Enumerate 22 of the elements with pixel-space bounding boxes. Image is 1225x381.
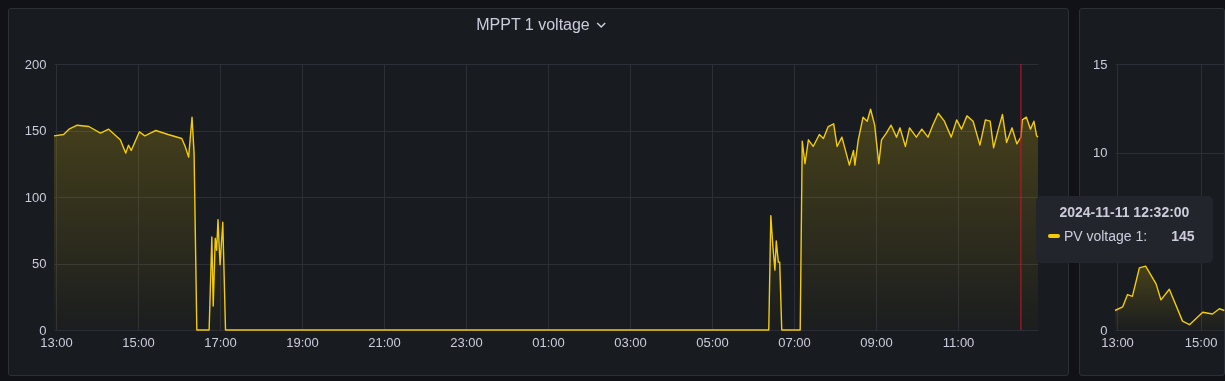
y-tick-label: 50 <box>32 256 47 271</box>
x-tick-label: 15:00 <box>122 334 155 350</box>
x-tick-label: 19:00 <box>286 334 319 350</box>
y-tick-label: 10 <box>1093 145 1108 161</box>
x-tick-label: 11:00 <box>942 334 975 350</box>
annotation: 2024-11-11 12:32:00 <box>1058 204 1191 220</box>
x-tick-label: 17:00 <box>204 334 237 350</box>
y-tick-label: 200 <box>24 56 47 72</box>
x-tick-label: 05:00 <box>696 334 729 350</box>
x-tick-label: 07:00 <box>778 334 811 350</box>
legend-label: PV voltage 1: <box>1063 228 1148 244</box>
annotation: 145 <box>1171 228 1195 244</box>
x-tick-label: 01:00 <box>532 334 565 350</box>
x-tick-label: 15:00 <box>1184 334 1218 350</box>
chart-title: MPPT 1 voltage <box>476 16 590 34</box>
x-tick-label: 21:00 <box>368 334 401 350</box>
x-tick-label: 03:00 <box>614 334 647 350</box>
y-tick-label: 15 <box>1093 56 1108 72</box>
x-tick-label: 23:00 <box>450 334 483 350</box>
y-tick-label: 150 <box>24 123 47 138</box>
y-tick-label: 100 <box>24 189 47 205</box>
x-tick-label: 09:00 <box>860 334 893 350</box>
